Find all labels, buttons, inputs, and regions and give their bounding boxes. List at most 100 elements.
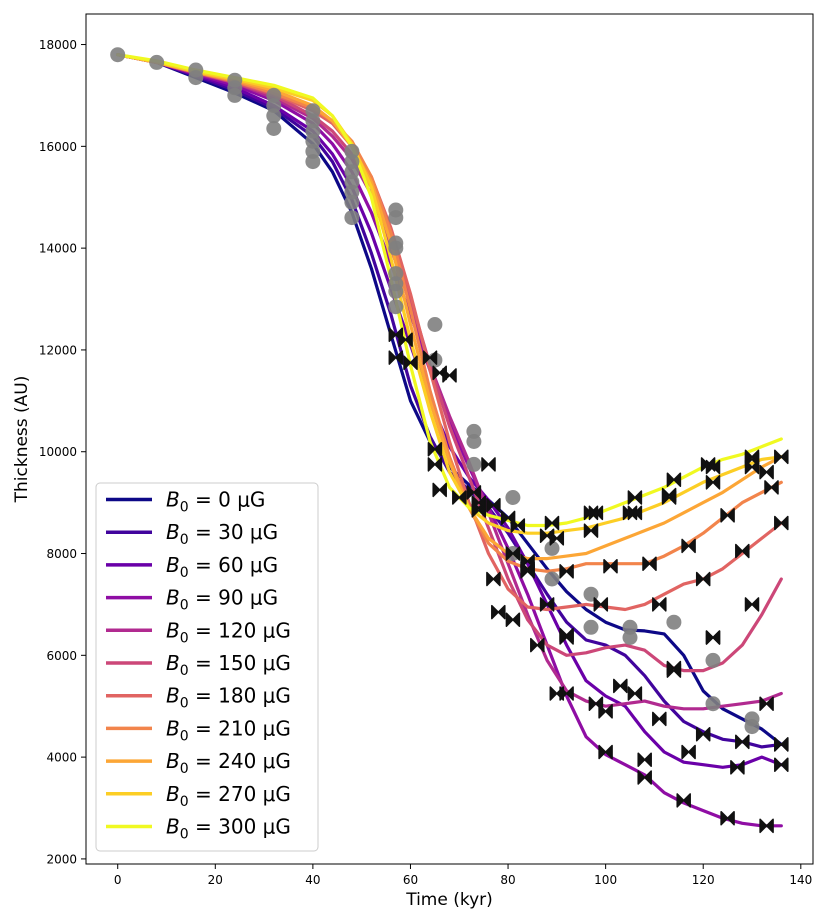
circle-marker [744,719,760,735]
bowtie-marker [505,612,521,627]
x-tick-label: 120 [692,873,715,887]
legend-box [95,482,319,852]
x-tick-label: 20 [208,873,223,887]
legend-label-8: B0 = 240 μG [166,749,291,777]
bowtie-marker [486,497,501,513]
x-axis-label: Time (kyr) [405,890,493,910]
bowtie-marker [422,350,438,365]
bowtie-marker [681,538,696,554]
circle-marker [622,630,638,645]
bowtie-marker [661,490,677,505]
bowtie-marker [559,564,574,579]
circle-marker [344,194,360,210]
bowtie-marker [539,597,555,612]
legend-label-5: B0 = 150 μG [166,651,291,679]
bowtie-marker [735,543,750,559]
bowtie-marker [774,449,789,465]
bowtie-marker [705,475,721,490]
circle-marker [505,490,521,505]
bowtie-marker [403,355,418,370]
bowtie-marker [637,770,652,785]
legend-label-6: B0 = 180 μG [166,684,291,712]
legend-items: B0 = 0 μG B0 = 30 μG B0 = 60 μG B0 = 90 μG B… [106,488,291,843]
bowtie-marker [466,485,482,500]
y-tick-label: 12000 [39,343,77,357]
legend-label-3: B0 = 90 μG [166,586,278,614]
bowtie-marker [744,597,760,612]
bowtie-marker [559,627,574,643]
bowtie-marker [442,368,457,383]
bowtie-marker [695,571,711,587]
bowtie-marker [627,490,643,505]
bowtie-marker [652,597,667,612]
bowtie-marker [486,571,501,587]
circle-marker [110,47,126,63]
y-tick-label: 18000 [39,38,77,52]
circle-marker [705,696,721,712]
bowtie-marker [398,332,413,347]
x-tick-label: 80 [500,873,515,887]
bowtie-marker [759,818,774,834]
circle-marker [188,70,204,86]
bowtie-marker [666,472,682,487]
plot-frame [85,13,814,865]
x-tick-label: 60 [403,873,418,887]
bowtie-marker [720,810,735,826]
x-tick-label: 40 [305,873,320,887]
bowtie-marker [676,793,691,808]
bowtie-marker [520,564,535,579]
bowtie-marker [549,531,565,546]
legend-label-1: B0 = 30 μG [166,520,278,548]
x-tick-label: 140 [789,873,812,887]
bowtie-marker [759,696,774,711]
bowtie-marker [764,480,779,495]
circle-marker [266,121,282,136]
y-tick-label: 2000 [46,852,77,866]
circle-marker [544,540,560,556]
legend-label-7: B0 = 210 μG [166,716,291,744]
bowtie-marker [427,441,443,457]
series-markers [110,47,789,834]
bowtie-marker [471,495,487,510]
x-axis-ticks: 0 20 40 60 80 100 120 140 [114,864,812,887]
legend-label-0: B0 = 0 μG [166,488,265,516]
circle-marker [666,614,682,630]
bowtie-marker [432,482,447,498]
circle-marker [466,434,482,449]
circle-marker [344,210,360,226]
bowtie-marker [695,726,711,742]
circle-marker [227,87,243,103]
circle-marker [544,571,560,587]
bowtie-marker [481,457,496,472]
bowtie-marker [510,518,526,533]
bowtie-marker [388,350,404,365]
bowtie-marker [637,752,652,767]
circle-marker [388,299,404,315]
circle-marker [466,456,482,472]
bowtie-marker [544,515,560,531]
x-tick-label: 100 [594,873,617,887]
bowtie-marker [549,686,565,701]
legend-label-9: B0 = 270 μG [166,782,291,810]
y-axis-ticks: 2000 4000 6000 8000 10000 12000 14000 16000 1800… [39,38,86,866]
series-line-10 [116,53,783,528]
bowtie-marker [627,505,643,521]
circle-marker [388,240,404,256]
bowtie-marker [652,711,667,727]
legend: B0 = 0 μG B0 = 30 μG B0 = 60 μG B0 = 90 μG B… [95,482,319,852]
bowtie-marker [720,508,735,523]
series-lines [116,53,783,828]
bowtie-marker [705,630,721,645]
bowtie-marker [730,760,745,775]
bowtie-marker [705,459,721,475]
bowtie-marker [774,737,789,752]
y-tick-label: 14000 [39,242,77,256]
bowtie-marker [774,757,789,772]
y-tick-label: 8000 [46,547,77,561]
legend-label-2: B0 = 60 μG [166,553,278,581]
legend-label-4: B0 = 120 μG [166,618,291,646]
circle-marker [388,283,404,299]
bowtie-marker [603,558,618,574]
bowtie-marker [593,597,609,612]
